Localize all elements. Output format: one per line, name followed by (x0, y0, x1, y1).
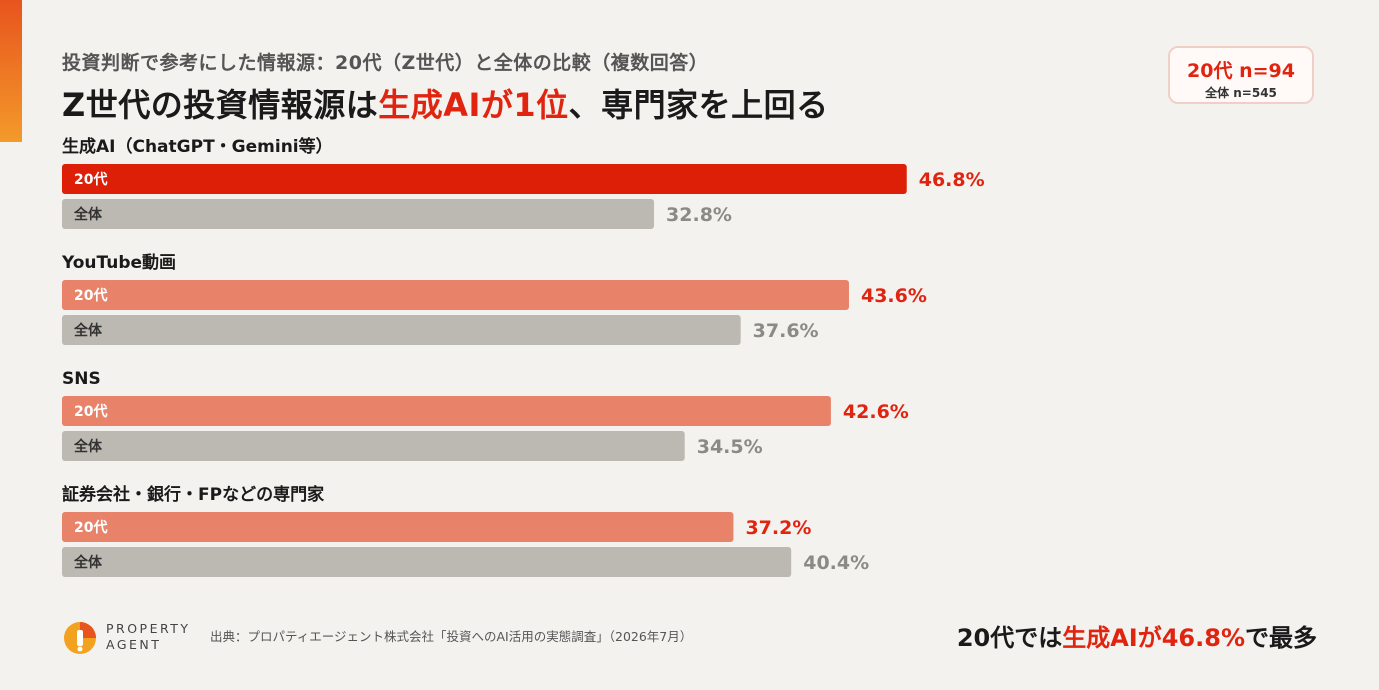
data-label: 32.8% (666, 204, 732, 226)
sample-size-main: 20代 n=94 (1187, 60, 1295, 82)
chart-title: Z世代の投資情報源は生成AIが1位、専門家を上回る (62, 80, 829, 126)
conclusion-highlight: 生成AIが46.8% (1062, 624, 1245, 652)
title-highlight: 生成AIが1位 (378, 86, 569, 124)
source-note: 出典：プロパティエージェント株式会社「投資へのAI活用の実態調査」（2026年7… (210, 629, 693, 644)
bar-age20s (62, 512, 734, 542)
conclusion-part1: 20代では (956, 624, 1063, 652)
data-label: 37.6% (753, 320, 819, 342)
conclusion-part2: で最多 (1245, 624, 1317, 652)
bar-overall (62, 431, 685, 461)
data-label: 43.6% (861, 285, 927, 307)
data-label: 42.6% (843, 401, 909, 423)
bar-series-label: 20代 (74, 171, 107, 188)
chart-subtitle: 投資判断で参考にした情報源：20代（Z世代）と全体の比較（複数回答） (62, 52, 709, 74)
bar-overall (62, 547, 792, 577)
conclusion-text: 20代では生成AIが46.8%で最多 (957, 618, 1317, 653)
title-part2: 、専門家を上回る (568, 86, 829, 124)
bar-age20s (62, 280, 849, 310)
data-label: 46.8% (919, 169, 985, 191)
bar-age20s (62, 164, 907, 194)
sample-size-badge: 20代 n=94 全体 n=545 (1168, 46, 1314, 104)
bar-series-label: 20代 (74, 287, 107, 304)
logo-line2: AGENT (106, 637, 162, 652)
bar-series-label: 全体 (73, 206, 103, 223)
category-label: 証券会社・銀行・FPなどの専門家 (62, 484, 324, 505)
category-label: 生成AI（ChatGPT・Gemini等） (62, 136, 333, 157)
category-label: SNS (62, 369, 101, 389)
bar-series-label: 全体 (73, 438, 103, 455)
title-part1: Z世代の投資情報源は (62, 86, 379, 124)
data-label: 34.5% (697, 436, 763, 458)
bar-series-label: 20代 (74, 519, 107, 536)
accent-strip (0, 0, 22, 142)
bar-overall (62, 199, 655, 229)
property-agent-logo-icon (64, 622, 96, 654)
bar-series-label: 全体 (73, 554, 103, 571)
bar-chart: 生成AI（ChatGPT・Gemini等） 20代 46.8% 全体 32.8% YouT… (61, 136, 985, 577)
bar-age20s (62, 396, 831, 426)
logo-wordmark: PROPERTY AGENT (106, 621, 191, 653)
category-label: YouTube動画 (61, 252, 176, 273)
bar-overall (62, 315, 741, 345)
logo-line1: PROPERTY (106, 621, 191, 636)
data-label: 37.2% (745, 517, 811, 539)
data-label: 40.4% (803, 552, 869, 574)
sample-size-sub: 全体 n=545 (1205, 86, 1277, 100)
bar-series-label: 全体 (73, 322, 103, 339)
bar-series-label: 20代 (74, 403, 107, 420)
